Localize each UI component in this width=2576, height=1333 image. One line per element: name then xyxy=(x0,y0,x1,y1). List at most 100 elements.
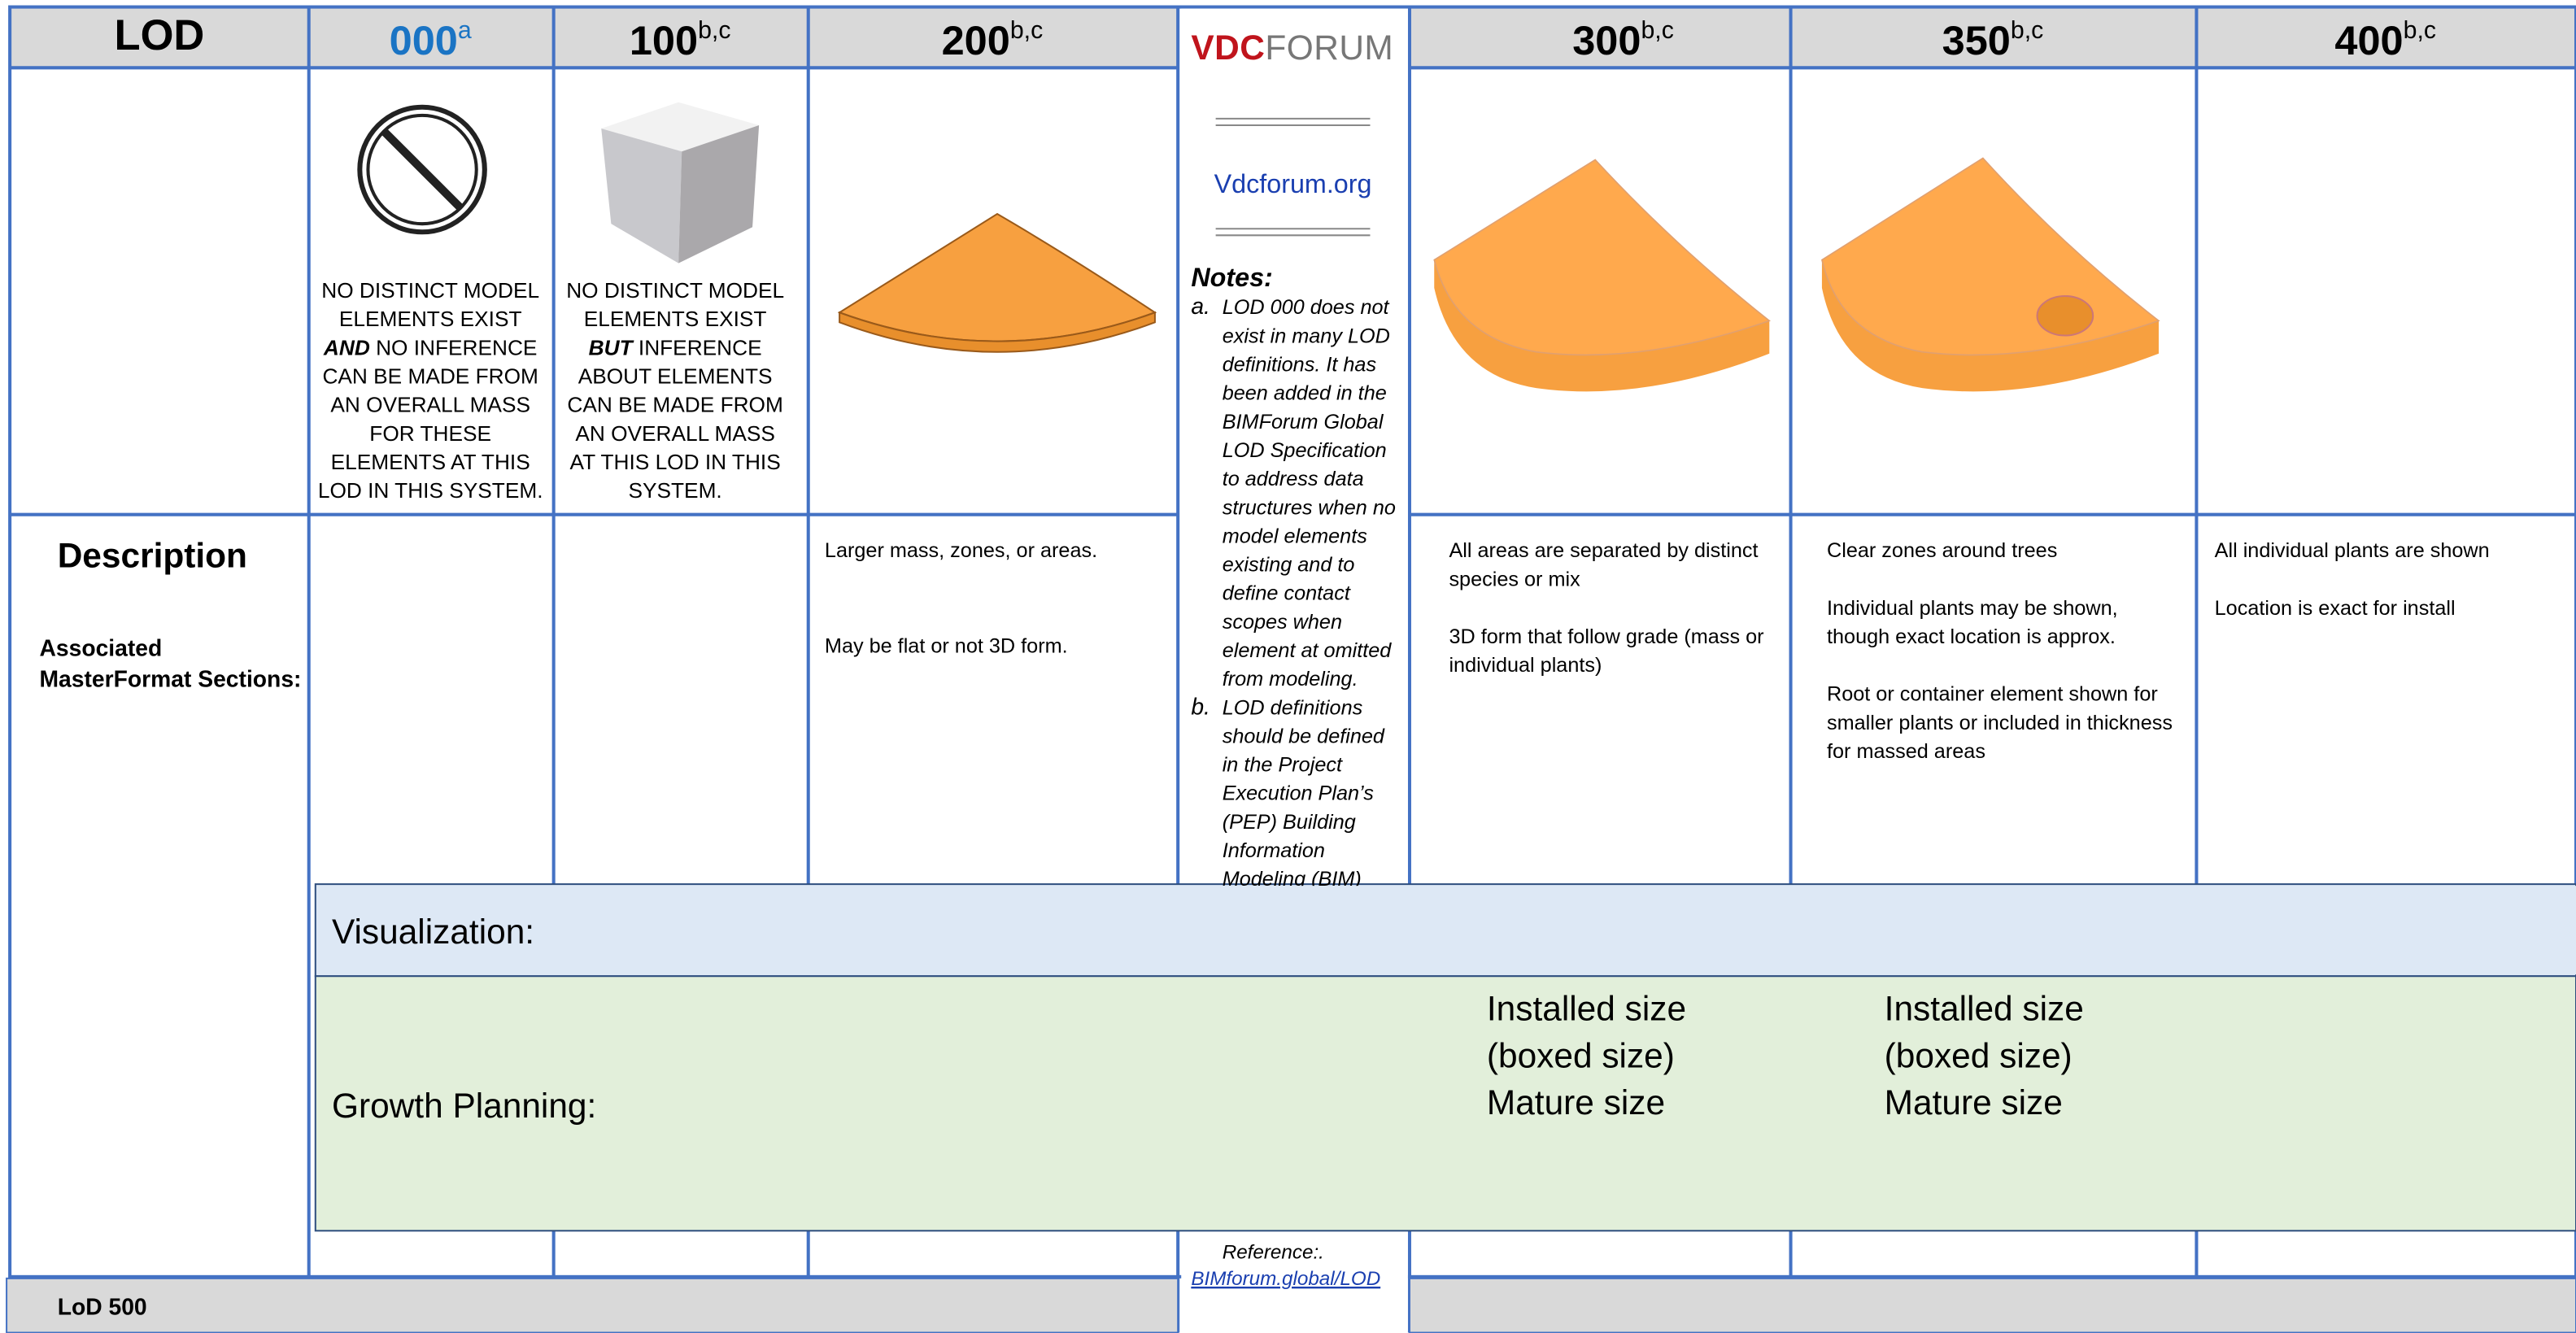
caption-rest: NO INFERENCE xyxy=(370,335,538,359)
lod300-shape xyxy=(1433,159,1771,392)
notes-rules xyxy=(1215,117,1371,237)
caption-line: BUT INFERENCE xyxy=(589,335,762,359)
growth-label: Growth Planning: xyxy=(332,1087,596,1125)
caption-line: ABOUT ELEMENTS xyxy=(578,364,773,388)
note-line: Execution Plan’s xyxy=(1223,782,1374,805)
column-sup: b,c xyxy=(1010,17,1043,44)
column-header: 300b,c xyxy=(1572,17,1674,63)
column-sup: b,c xyxy=(698,17,730,44)
column-label: 400 xyxy=(2334,17,2403,63)
reference-link: BIMforum.global/LOD xyxy=(1191,1268,1380,1290)
note-line: LOD definitions xyxy=(1223,696,1363,719)
growth-line: (boxed size) xyxy=(1885,1036,2073,1074)
note-line: should be defined xyxy=(1223,725,1385,747)
reference-label: Reference:. xyxy=(1223,1242,1324,1264)
column-sup: b,c xyxy=(1641,17,1673,44)
note-line: in the Project xyxy=(1223,754,1343,777)
notes-title: Notes: xyxy=(1191,263,1273,292)
note-line: from modeling. xyxy=(1223,668,1358,690)
note-line: (PEP) Building xyxy=(1223,811,1356,834)
header-lod: LOD xyxy=(115,11,205,59)
sections-label: Associated xyxy=(39,634,162,660)
caption-line: AT THIS LOD IN THIS xyxy=(570,450,781,474)
note-line: define contact xyxy=(1223,582,1351,605)
caption-line: AND NO INFERENCE xyxy=(323,335,538,359)
column-label: 100 xyxy=(630,17,698,63)
description-line: Location is exact for install xyxy=(2215,597,2456,620)
growth-band xyxy=(314,975,2576,1232)
note-line: existing and to xyxy=(1223,554,1355,577)
lod350-shape xyxy=(1821,157,2160,392)
column-header: 400b,c xyxy=(2334,17,2436,63)
column-sup: b,c xyxy=(2011,17,2043,44)
description-line: though exact location is approx. xyxy=(1827,625,2116,648)
visualization-label: Visualization: xyxy=(332,913,534,951)
growth-line: Mature size xyxy=(1487,1083,1665,1122)
header-band xyxy=(1409,7,2576,68)
description-line: Individual plants may be shown, xyxy=(1827,597,2118,620)
column-sup: a xyxy=(458,17,472,44)
note-line: BIMForum Global xyxy=(1223,411,1384,433)
growth-line: Mature size xyxy=(1885,1083,2063,1122)
note-line: to address data xyxy=(1223,468,1364,490)
column-label: 200 xyxy=(942,17,1010,63)
caption-line: NO DISTINCT MODEL xyxy=(566,278,784,303)
column-label: 300 xyxy=(1572,17,1641,63)
caption-line: CAN BE MADE FROM xyxy=(322,364,538,388)
sections-label: MasterFormat Sections: xyxy=(39,666,301,692)
caption-line: ELEMENTS AT THIS xyxy=(331,450,530,474)
lod200-shape xyxy=(837,212,1157,353)
note-line: definitions. It has xyxy=(1223,354,1377,377)
caption-strong: AND xyxy=(323,335,370,359)
note-line: LOD Specification xyxy=(1223,439,1387,462)
growth-line: Installed size xyxy=(1885,990,2084,1028)
note-marker: b. xyxy=(1191,693,1210,719)
description-line: May be flat or not 3D form. xyxy=(825,634,1068,657)
lod000-icon xyxy=(357,104,487,235)
note-line: model elements xyxy=(1223,525,1368,547)
note-marker: a. xyxy=(1191,293,1210,319)
logo-vdc: VDC xyxy=(1191,28,1265,67)
column-label: 350 xyxy=(1942,17,2011,63)
logo-forum: FORUM xyxy=(1265,28,1393,67)
column-header: 000a xyxy=(390,17,472,63)
note-line: scopes when xyxy=(1223,611,1342,634)
description-line: 3D form that follow grade (mass or xyxy=(1449,625,1763,648)
description-line: individual plants) xyxy=(1449,654,1602,677)
column-header: 350b,c xyxy=(1942,17,2044,63)
lod100-cube xyxy=(601,102,760,264)
footer-label: LoD 500 xyxy=(58,1293,147,1319)
caption-strong: BUT xyxy=(589,335,634,359)
caption-line: AN OVERALL MASS xyxy=(575,421,775,446)
note-line: element at omitted xyxy=(1223,639,1393,662)
caption-line: LOD IN THIS SYSTEM. xyxy=(318,478,543,503)
description-line: Root or container element shown for xyxy=(1827,683,2158,706)
description-line: for massed areas xyxy=(1827,740,1985,763)
description-heading: Description xyxy=(58,536,247,574)
description-line: All areas are separated by distinct xyxy=(1449,539,1758,562)
column-header: 200b,c xyxy=(942,17,1044,63)
column-label: 000 xyxy=(390,17,458,63)
site-link: Vdcforum.org xyxy=(1214,169,1372,198)
caption-line: FOR THESE xyxy=(369,421,491,446)
caption-line: ELEMENTS EXIST xyxy=(584,307,767,331)
note-line: exist in many LOD xyxy=(1223,325,1390,347)
caption-line: ELEMENTS EXIST xyxy=(339,307,522,331)
caption-line: NO DISTINCT MODEL xyxy=(321,278,539,303)
description-line: species or mix xyxy=(1449,568,1580,590)
caption-line: AN OVERALL MASS xyxy=(330,393,530,417)
caption-line: SYSTEM. xyxy=(629,478,722,503)
description-line: Larger mass, zones, or areas. xyxy=(825,539,1097,562)
description-line: All individual plants are shown xyxy=(2215,539,2490,562)
footer-band xyxy=(1408,1277,2576,1333)
growth-line: (boxed size) xyxy=(1487,1036,1675,1074)
description-line: Clear zones around trees xyxy=(1827,539,2057,562)
column-sup: b,c xyxy=(2404,17,2436,44)
visualization-cover xyxy=(316,886,2576,975)
note-line: structures when no xyxy=(1223,496,1396,519)
caption-rest: INFERENCE xyxy=(633,335,762,359)
note-line: Information xyxy=(1223,839,1325,862)
header-band xyxy=(10,7,1179,68)
